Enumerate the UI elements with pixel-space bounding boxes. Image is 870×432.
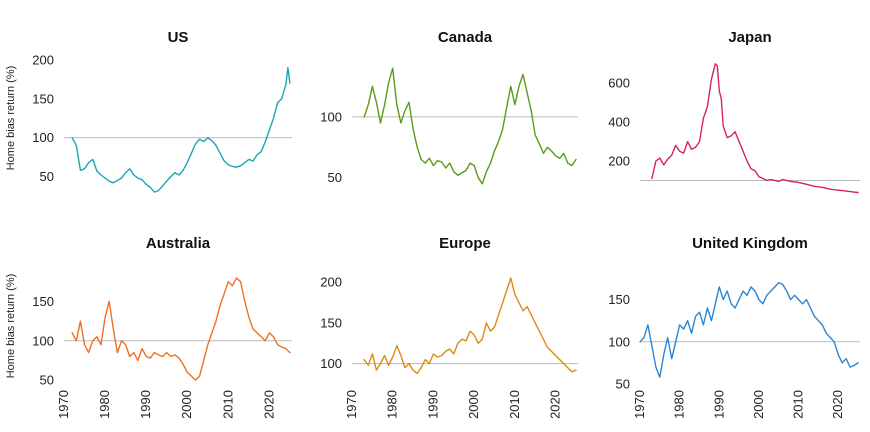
y-tick-label: 150 bbox=[320, 315, 342, 330]
x-tick-label: 2010 bbox=[507, 390, 522, 419]
y-tick-label: 200 bbox=[32, 52, 54, 67]
series-line bbox=[639, 282, 859, 378]
y-tick-label: 100 bbox=[320, 356, 342, 371]
x-tick-label: 2000 bbox=[179, 390, 194, 419]
x-tick-label: 2000 bbox=[466, 390, 481, 419]
y-tick-label: 400 bbox=[608, 115, 630, 130]
x-tick-label: 1980 bbox=[97, 390, 112, 419]
y-tick-label: 100 bbox=[32, 130, 54, 145]
panel-title: Canada bbox=[438, 29, 493, 46]
panel-title: Japan bbox=[728, 29, 771, 46]
y-tick-label: 100 bbox=[608, 334, 630, 349]
series-line bbox=[363, 67, 577, 185]
x-tick-label: 2010 bbox=[220, 390, 235, 419]
x-tick-label: 2010 bbox=[791, 390, 806, 419]
series-line bbox=[71, 277, 291, 381]
x-tick-label: 1980 bbox=[385, 390, 400, 419]
x-tick-label: 2020 bbox=[548, 390, 563, 419]
panel-title: Europe bbox=[439, 235, 491, 252]
x-tick-label: 1990 bbox=[138, 390, 153, 419]
y-axis-label: Home bias return (%) bbox=[5, 66, 17, 171]
panel-title: United Kingdom bbox=[692, 235, 808, 252]
x-tick-label: 1990 bbox=[425, 390, 440, 419]
y-tick-label: 200 bbox=[320, 275, 342, 290]
y-tick-label: 100 bbox=[32, 333, 54, 348]
y-tick-label: 50 bbox=[328, 170, 342, 185]
series-line bbox=[363, 277, 577, 375]
x-tick-label: 2020 bbox=[261, 390, 276, 419]
series-line bbox=[651, 63, 859, 194]
y-axis-label: Home bias return (%) bbox=[5, 274, 17, 379]
panel-title: Australia bbox=[146, 235, 211, 252]
x-tick-label: 2000 bbox=[751, 390, 766, 419]
y-tick-label: 150 bbox=[32, 91, 54, 106]
panel-title: US bbox=[168, 29, 189, 46]
y-tick-label: 600 bbox=[608, 76, 630, 91]
x-tick-label: 2020 bbox=[830, 390, 845, 419]
x-tick-label: 1970 bbox=[344, 390, 359, 419]
y-tick-label: 50 bbox=[40, 373, 54, 388]
y-tick-label: 150 bbox=[608, 292, 630, 307]
y-tick-label: 50 bbox=[40, 169, 54, 184]
series-line bbox=[71, 67, 291, 193]
x-tick-label: 1990 bbox=[711, 390, 726, 419]
y-tick-label: 200 bbox=[608, 154, 630, 169]
y-tick-label: 150 bbox=[32, 294, 54, 309]
x-tick-label: 1970 bbox=[56, 390, 71, 419]
x-tick-label: 1980 bbox=[672, 390, 687, 419]
y-tick-label: 100 bbox=[320, 109, 342, 124]
x-tick-label: 1970 bbox=[632, 390, 647, 419]
y-tick-label: 50 bbox=[616, 377, 630, 392]
